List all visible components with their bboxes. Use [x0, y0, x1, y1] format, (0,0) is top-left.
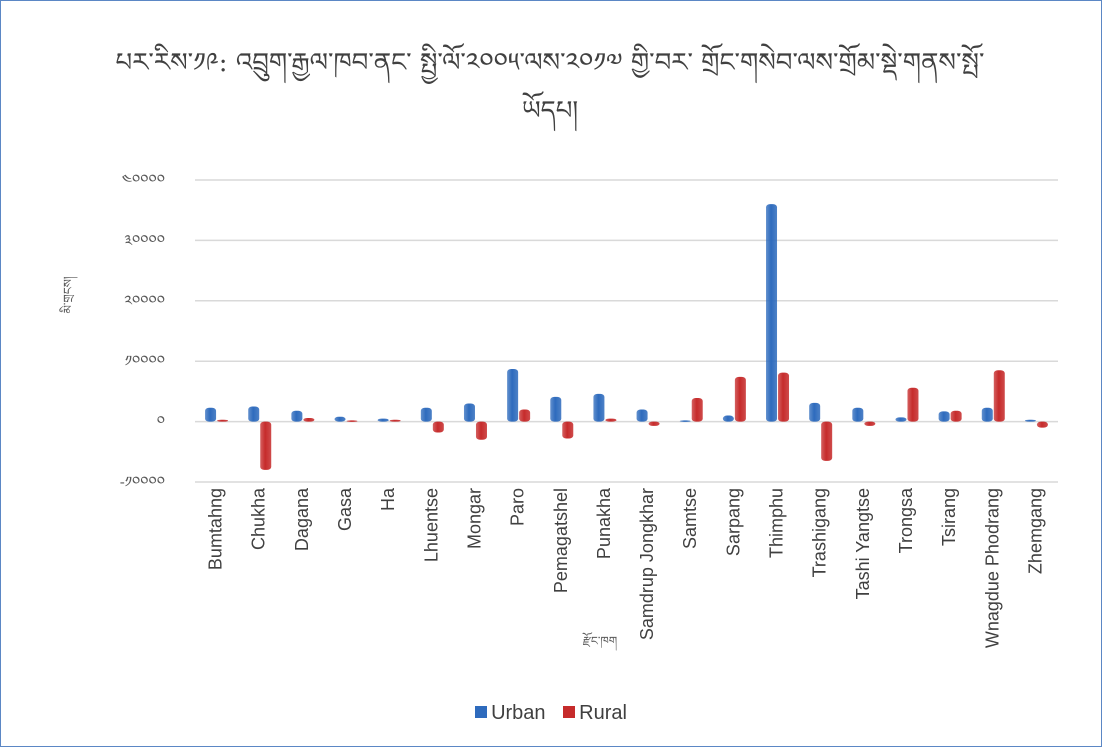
- bar-rural-dagana: [303, 417, 315, 422]
- bar-rural-ha: [389, 419, 401, 422]
- x-tick-label: Tashi Yangtse: [853, 488, 873, 599]
- bar-urban-ha: [377, 418, 389, 422]
- bar-rural-trashigang: [821, 421, 833, 461]
- bar-rural-zhemgang: [1036, 421, 1048, 428]
- legend-item-rural: Rural: [563, 702, 627, 725]
- bar-rural-lhuentse: [432, 421, 444, 433]
- legend-label-rural: Rural: [579, 702, 627, 724]
- bar-urban-dagana: [291, 410, 303, 422]
- bar-rural-wnagdue-phodrang: [993, 370, 1005, 422]
- x-tick-label: Ha: [378, 487, 398, 511]
- x-tick-label: Gasa: [335, 487, 355, 531]
- x-tick-label: Trashigang: [810, 488, 830, 577]
- x-tick-label: Wnagdue Phodrang: [982, 488, 1002, 648]
- bar-urban-lhuentse: [420, 407, 432, 422]
- bar-rural-tsirang: [950, 410, 962, 422]
- x-tick-label: Dagana: [292, 487, 312, 551]
- bar-urban-pemagatshel: [550, 396, 562, 422]
- x-tick-label: Lhuentse: [421, 488, 441, 562]
- y-tick-label: ༡༠༠༠༠: [125, 352, 165, 370]
- y-tick-label: ༢༠༠༠༠: [124, 292, 165, 310]
- bar-urban-samtse: [679, 420, 691, 422]
- x-tick-label: Thimphu: [767, 488, 787, 558]
- x-axis-title: རྫོང་ཁག: [582, 632, 617, 651]
- bar-rural-punakha: [605, 418, 617, 422]
- bar-rural-sarpang: [734, 376, 746, 422]
- bar-urban-tashi-yangtse: [852, 407, 864, 422]
- bar-rural-thimphu: [778, 372, 790, 422]
- bar-rural-gasa: [346, 420, 358, 422]
- y-axis-title: མི་གྲངས།: [59, 276, 78, 313]
- x-tick-label: Mongar: [464, 488, 484, 549]
- legend-item-urban: Urban: [475, 702, 546, 725]
- bar-urban-paro: [507, 369, 519, 422]
- x-tick-label: Punakha: [594, 487, 614, 559]
- bar-rural-pemagatshel: [562, 421, 574, 439]
- x-tick-label: Zhemgang: [1025, 488, 1045, 574]
- bar-rural-trongsa: [907, 387, 919, 422]
- bar-rural-chukha: [260, 421, 272, 470]
- bar-rural-samdrup-jongkhar: [648, 421, 660, 426]
- bar-urban-wnagdue-phodrang: [981, 407, 993, 422]
- bar-rural-paro: [519, 409, 531, 422]
- bar-urban-gasa: [334, 416, 346, 422]
- bar-urban-trashigang: [809, 402, 821, 422]
- legend-swatch-urban: [475, 706, 488, 718]
- bar-rural-bumtahng: [217, 419, 229, 422]
- bar-rural-mongar: [475, 421, 487, 440]
- legend-label-urban: Urban: [491, 702, 546, 724]
- x-tick-label: Trongsa: [896, 487, 916, 553]
- x-tick-label: Tsirang: [939, 488, 959, 546]
- y-tick-label: ༣༠༠༠༠: [124, 231, 165, 249]
- legend: Urban Rural: [0, 702, 1102, 725]
- bar-urban-zhemgang: [1024, 419, 1036, 422]
- bar-urban-sarpang: [722, 415, 734, 422]
- x-tick-label: Samtse: [680, 488, 700, 549]
- bar-urban-tsirang: [938, 411, 950, 422]
- x-tick-label: Paro: [508, 488, 528, 526]
- x-tick-label: Bumtahng: [206, 488, 226, 570]
- legend-swatch-rural: [563, 706, 576, 718]
- bar-urban-chukha: [248, 406, 260, 422]
- chart-title-line-1: པར་རིས་༡༩: འབྲུག་རྒྱལ་ཁབ་ནང་ སྤྱི་ལོ་༢༠༠…: [115, 48, 985, 78]
- bar-urban-bumtahng: [205, 407, 217, 422]
- x-tick-label: Samdrup Jongkhar: [637, 488, 657, 640]
- chart-title-line-2: ཡོདཔ།: [521, 96, 579, 126]
- x-tick-label: Pemagatshel: [551, 488, 571, 593]
- bar-rural-samtse: [691, 398, 703, 422]
- x-tick-label: Chukha: [249, 487, 269, 550]
- bar-urban-mongar: [463, 403, 475, 422]
- bar-urban-thimphu: [766, 204, 778, 422]
- bar-urban-punakha: [593, 393, 605, 422]
- x-tick-label: Sarpang: [723, 488, 743, 556]
- bar-urban-trongsa: [895, 417, 907, 422]
- y-tick-label: ༠: [157, 413, 165, 431]
- y-tick-label: -༡༠༠༠༠: [120, 473, 165, 491]
- bar-rural-tashi-yangtse: [864, 421, 876, 426]
- bar-urban-samdrup-jongkhar: [636, 409, 648, 422]
- y-tick-label: ༤༠༠༠༠: [122, 171, 165, 189]
